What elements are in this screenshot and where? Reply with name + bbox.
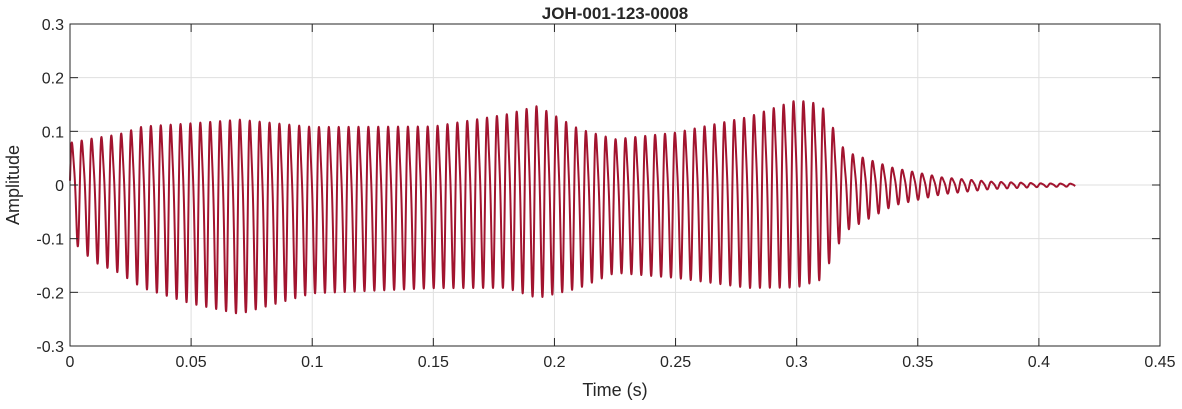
y-tick-label: 0.2 bbox=[42, 71, 64, 88]
x-tick-label: 0.15 bbox=[418, 354, 449, 371]
x-tick-label: 0.05 bbox=[176, 354, 207, 371]
y-tick-label: 0.3 bbox=[42, 17, 64, 34]
chart-title: JOH-001-123-0008 bbox=[542, 4, 688, 23]
y-tick-label: 0 bbox=[55, 178, 64, 195]
x-tick-label: 0.3 bbox=[786, 354, 808, 371]
y-axis-ticks: -0.3 -0.2 -0.1 0 0.1 0.2 0.3 bbox=[36, 17, 1160, 356]
x-tick-label: 0.25 bbox=[660, 354, 691, 371]
x-tick-label: 0.1 bbox=[301, 354, 323, 371]
x-axis-label: Time (s) bbox=[582, 380, 647, 400]
y-axis-label: Amplitude bbox=[3, 145, 23, 225]
y-tick-label: 0.1 bbox=[42, 124, 64, 141]
amplitude-waveform-line bbox=[69, 100, 1077, 315]
x-tick-label: 0.2 bbox=[543, 354, 565, 371]
y-tick-label: -0.3 bbox=[36, 339, 64, 356]
y-tick-label: -0.1 bbox=[36, 232, 64, 249]
x-tick-label: 0.45 bbox=[1144, 354, 1175, 371]
x-tick-label: 0.4 bbox=[1028, 354, 1050, 371]
plot-series bbox=[69, 100, 1077, 315]
y-tick-label: -0.2 bbox=[36, 285, 64, 302]
x-tick-label: 0 bbox=[66, 354, 75, 371]
x-tick-label: 0.35 bbox=[902, 354, 933, 371]
x-axis-ticks: 0 0.05 0.1 0.15 0.2 0.25 0.3 0.35 0.4 0.45 bbox=[66, 24, 1176, 371]
